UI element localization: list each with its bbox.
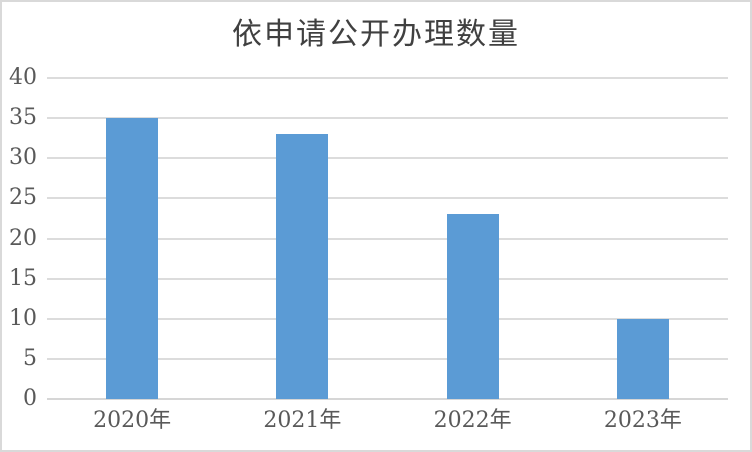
bar-2020年 <box>106 118 159 399</box>
gridline-5 <box>47 357 728 360</box>
gridline-15 <box>47 277 728 280</box>
gridline-40 <box>47 77 728 79</box>
bar-2023年 <box>616 318 669 399</box>
y-axis-tick-35: 35 <box>9 105 37 131</box>
gridline-10 <box>47 317 728 320</box>
x-axis-label-2023年: 2023年 <box>603 408 682 433</box>
y-axis-tick-40: 40 <box>9 65 37 90</box>
bar-2022年 <box>446 214 499 399</box>
y-axis-tick-25: 25 <box>9 185 37 211</box>
y-axis-tick-15: 15 <box>9 265 37 291</box>
chart-title: 依申请公开办理数量 <box>232 17 520 52</box>
gridline-25 <box>47 197 728 200</box>
gridline-30 <box>47 157 728 160</box>
y-axis-tick-30: 30 <box>9 145 37 171</box>
x-axis-label-2021年: 2021年 <box>263 408 342 433</box>
x-axis-label-2022年: 2022年 <box>433 408 512 433</box>
y-axis-tick-5: 5 <box>23 345 37 371</box>
x-axis-label-2020年: 2020年 <box>93 408 172 433</box>
y-axis-tick-10: 10 <box>9 305 37 331</box>
x-axis-line <box>47 398 728 400</box>
y-axis-tick-20: 20 <box>9 225 37 251</box>
bar-2021年 <box>276 134 329 399</box>
gridline-20 <box>47 237 728 240</box>
gridline-35 <box>47 117 728 120</box>
y-axis-tick-0: 0 <box>23 386 37 411</box>
